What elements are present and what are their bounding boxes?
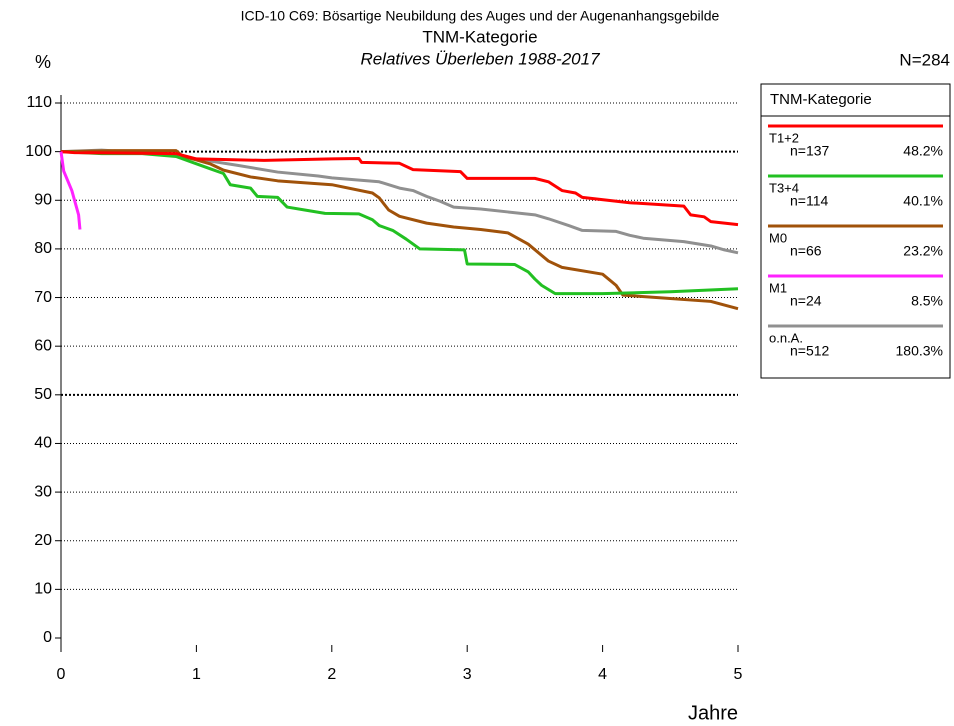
x-tick-label: 5: [734, 666, 743, 683]
legend-label: o.n.A.: [769, 330, 803, 345]
y-tick-label: 70: [34, 289, 52, 306]
legend-share: 8.5%: [911, 293, 943, 309]
x-tick-label: 4: [598, 666, 607, 683]
legend-count: n=512: [790, 343, 830, 359]
chart-subtitle: TNM-Kategorie: [422, 27, 537, 46]
x-tick-label: 0: [57, 666, 66, 683]
y-tick-label: 100: [25, 143, 52, 160]
y-tick-label: 50: [34, 386, 52, 403]
x-axis-label: Jahre: [688, 702, 738, 724]
y-tick-label: 40: [34, 435, 52, 452]
legend-count: n=24: [790, 293, 822, 309]
legend-label: T3+4: [769, 180, 799, 195]
legend-share: 48.2%: [903, 143, 943, 159]
chart-title: ICD-10 C69: Bösartige Neubildung des Aug…: [241, 8, 720, 24]
survival-curve: [60, 148, 739, 255]
legend-label: M0: [769, 230, 787, 245]
y-tick-label: 80: [34, 240, 52, 257]
legend-count: n=137: [790, 143, 830, 159]
y-tick-label: 20: [34, 532, 52, 549]
survival-curve: [59, 151, 82, 230]
total-label: N=284: [899, 50, 950, 69]
y-tick-label: 10: [34, 581, 52, 598]
legend-label: M1: [769, 280, 787, 295]
x-tick-label: 2: [327, 666, 336, 683]
survival-curve: [60, 149, 739, 311]
legend-share: 23.2%: [903, 243, 943, 259]
legend-share: 40.1%: [903, 193, 943, 209]
legend-label: T1+2: [769, 130, 799, 145]
legend-count: n=114: [790, 193, 828, 209]
y-tick-label: 90: [34, 191, 52, 208]
y-tick-label: 30: [34, 483, 52, 500]
x-tick-label: 3: [463, 666, 472, 683]
x-tick-label: 1: [192, 666, 201, 683]
legend-share: 180.3%: [896, 343, 943, 359]
legend-count: n=66: [790, 243, 822, 259]
legend-box: [760, 83, 951, 379]
legend-title: TNM-Kategorie: [770, 91, 872, 108]
y-axis-label: %: [35, 52, 51, 72]
chart-subtitle-2: Relatives Überleben 1988-2017: [360, 49, 600, 68]
survival-curve: [60, 150, 739, 227]
survival-curve: [60, 150, 739, 296]
y-tick-label: 60: [34, 337, 52, 354]
y-tick-label: 110: [26, 94, 52, 111]
y-tick-label: 0: [43, 629, 52, 646]
